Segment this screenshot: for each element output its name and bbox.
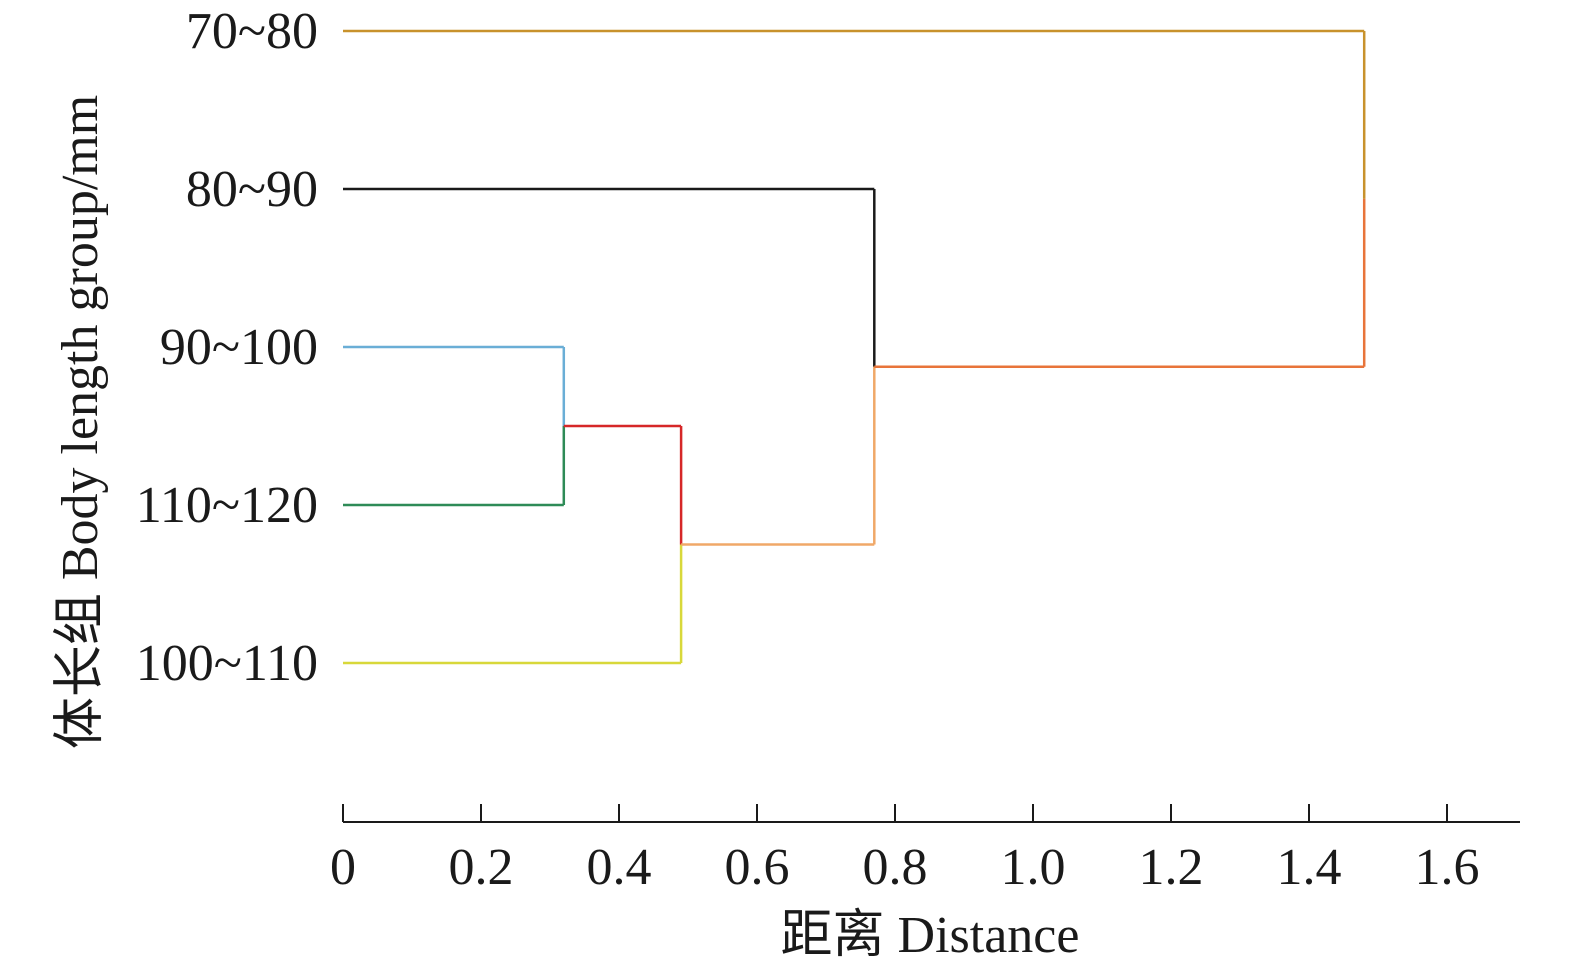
x-tick-label: 1.2 xyxy=(1139,839,1204,896)
y-axis-label: 体长组 Body length group/mm xyxy=(52,95,109,749)
x-axis-label: 距离 Distance xyxy=(781,907,1080,964)
x-tick-label: 0 xyxy=(330,839,356,896)
x-tick-label: 0.4 xyxy=(587,839,652,896)
leaf-labels: 70~80 80~90 90~100 110~120 100~110 xyxy=(136,3,318,692)
x-tick-label: 0.2 xyxy=(449,839,514,896)
x-tick-label: 1.6 xyxy=(1415,839,1480,896)
leaf-label: 80~90 xyxy=(186,161,318,218)
x-tick-label: 0.6 xyxy=(725,839,790,896)
x-tick-label: 1.4 xyxy=(1277,839,1342,896)
x-tick-label: 0.8 xyxy=(863,839,928,896)
leaf-label: 70~80 xyxy=(186,3,318,60)
leaf-label: 110~120 xyxy=(136,477,318,534)
leaf-label: 100~110 xyxy=(136,635,318,692)
x-axis: 0 0.2 0.4 0.6 0.8 1.0 1.2 1.4 1.6 xyxy=(330,804,1520,896)
leaf-label: 90~100 xyxy=(160,319,318,376)
x-tick-label: 1.0 xyxy=(1001,839,1066,896)
dendrogram-branches xyxy=(343,29,1366,665)
